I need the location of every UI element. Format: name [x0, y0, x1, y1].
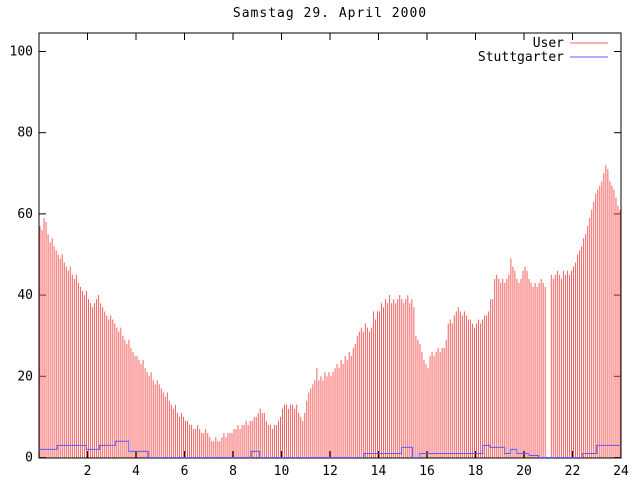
x-tick-label: 14	[371, 464, 387, 479]
x-tick-label: 12	[322, 464, 338, 479]
x-tick-label: 4	[132, 464, 140, 479]
x-tick-label: 20	[516, 464, 532, 479]
x-tick-label: 2	[84, 464, 92, 479]
stuttgarter-step-line	[39, 440, 621, 458]
y-tick-label: 40	[17, 288, 33, 303]
x-tick-label: 22	[565, 464, 581, 479]
y-tick-label: 100	[10, 45, 33, 60]
x-tick-label: 16	[419, 464, 435, 479]
x-tick-label: 8	[229, 464, 237, 479]
y-tick-label: 60	[17, 207, 33, 222]
user-bars-series	[39, 165, 621, 458]
legend-stuttgarter-label: Stuttgarter	[478, 50, 564, 65]
x-tick-label: 18	[468, 464, 484, 479]
y-tick-label: 20	[17, 369, 33, 384]
legend-user-label: User	[533, 36, 564, 51]
y-tick-label: 80	[17, 126, 33, 141]
x-tick-label: 10	[274, 464, 290, 479]
x-tick-label: 24	[613, 464, 629, 479]
chart-title: Samstag 29. April 2000	[233, 6, 427, 21]
y-tick-label: 0	[25, 451, 33, 466]
legend: User Stuttgarter	[478, 36, 608, 65]
x-tick-label: 6	[181, 464, 189, 479]
